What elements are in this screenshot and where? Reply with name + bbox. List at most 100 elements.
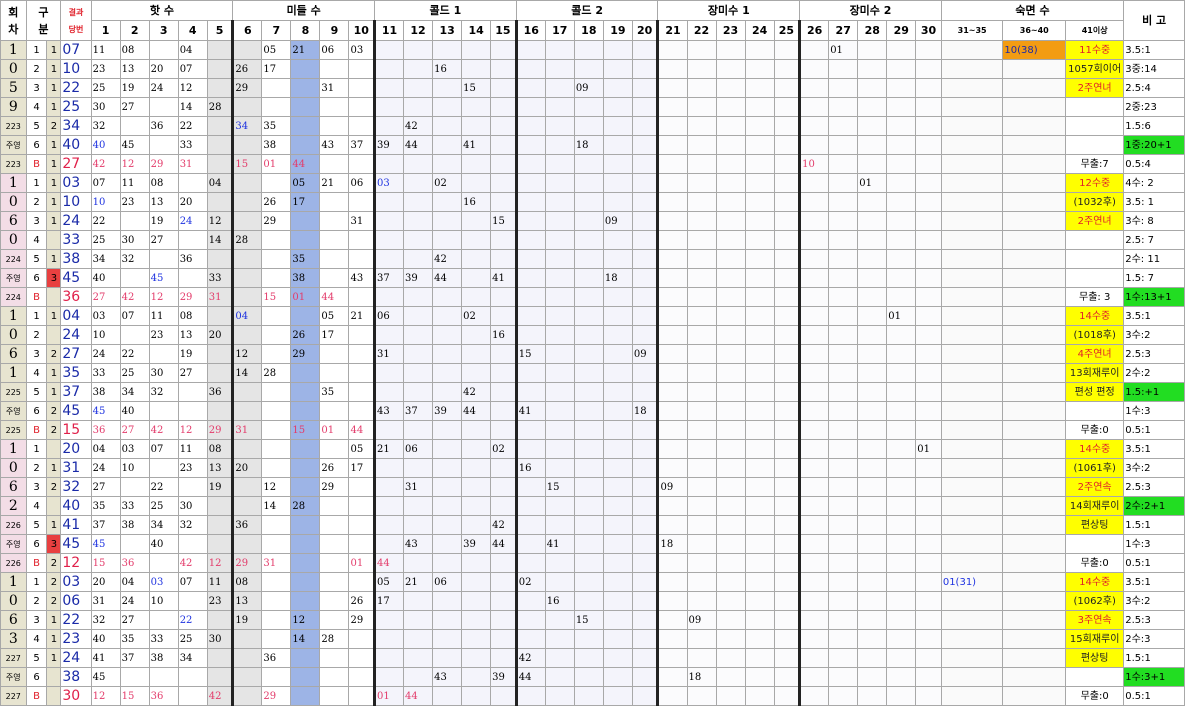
note-ratio: 3중:14: [1123, 59, 1185, 79]
sleep-range-36-40: [1002, 667, 1067, 687]
grid-cell-30: 01: [915, 439, 942, 459]
grid-cell-12: [403, 496, 434, 516]
grid-cell-5: [206, 534, 235, 554]
grid-cell-9: [319, 230, 350, 250]
header-number-14: 14: [461, 20, 492, 41]
grid-cell-10: [348, 325, 376, 345]
grid-cell-29: [886, 477, 917, 497]
category-code: 1: [46, 610, 62, 630]
category-code: 1: [46, 78, 62, 98]
grid-cell-25: [773, 420, 802, 440]
grid-cell-2: 10: [119, 458, 150, 478]
grid-cell-26: [799, 572, 830, 592]
grid-cell-16: [515, 610, 546, 630]
grid-cell-16: 02: [515, 572, 546, 592]
grid-cell-3: [148, 610, 179, 630]
position-index: 3: [25, 344, 48, 364]
grid-cell-24: [744, 420, 775, 440]
grid-cell-9: [319, 59, 350, 79]
grid-cell-1: 32: [90, 116, 121, 136]
position-index: 2: [25, 325, 48, 345]
grid-cell-4: 42: [177, 553, 208, 573]
position-index: 4: [25, 496, 48, 516]
position-index: B: [25, 553, 48, 573]
table-row: 1 1 1 07 11 08 04 05 21 06 03 01 10(38) 11수중 3.5:1: [0, 40, 1185, 60]
grid-cell-5: 23: [206, 591, 235, 611]
grid-cell-22: [686, 40, 717, 60]
grid-cell-17: [544, 116, 575, 136]
grid-cell-13: [432, 325, 463, 345]
grid-cell-16: 42: [515, 648, 546, 668]
sleep-range-36-40: [1002, 154, 1067, 174]
sleep-range-31-35: [940, 344, 1004, 364]
grid-cell-26: [799, 344, 830, 364]
grid-cell-1: 24: [90, 458, 121, 478]
grid-cell-27: [828, 230, 859, 250]
round-side-label: 3: [0, 629, 27, 649]
grid-cell-15: [490, 249, 518, 269]
grid-cell-5: [206, 40, 235, 60]
grid-cell-25: [773, 686, 802, 706]
grid-cell-19: [602, 477, 633, 497]
grid-cell-28: [857, 97, 888, 117]
grid-cell-9: 26: [319, 458, 350, 478]
grid-cell-29: [886, 97, 917, 117]
grid-cell-29: [886, 686, 917, 706]
round-side-label: 0: [0, 458, 27, 478]
sleep-range-31-35: [940, 135, 1004, 155]
sleep-range-31-35: [940, 553, 1004, 573]
grid-cell-23: [715, 211, 746, 231]
grid-cell-28: [857, 648, 888, 668]
grid-cell-8: [290, 135, 321, 155]
grid-cell-21: [657, 648, 688, 668]
grid-cell-24: [744, 363, 775, 383]
grid-cell-19: [602, 572, 633, 592]
grid-cell-12: [403, 648, 434, 668]
grid-cell-9: 44: [319, 287, 350, 307]
grid-cell-17: [544, 420, 575, 440]
table-row: 주영 6 2 45 45 40 43 37 39 44 41 18 1수:3: [0, 401, 1185, 421]
grid-cell-18: [573, 401, 604, 421]
grid-cell-17: [544, 572, 575, 592]
grid-cell-25: [773, 401, 802, 421]
grid-cell-20: [631, 477, 660, 497]
grid-cell-1: 32: [90, 610, 121, 630]
grid-cell-20: [631, 591, 660, 611]
sleep-range-31-35: [940, 667, 1004, 687]
grid-cell-7: [261, 306, 292, 326]
winning-number: 34: [60, 116, 92, 136]
grid-cell-19: [602, 116, 633, 136]
grid-cell-21: [657, 192, 688, 212]
grid-cell-9: [319, 344, 350, 364]
grid-cell-12: [403, 515, 434, 535]
grid-cell-2: [119, 325, 150, 345]
grid-cell-24: [744, 230, 775, 250]
position-index: 5: [25, 515, 48, 535]
grid-cell-27: [828, 154, 859, 174]
grid-cell-22: [686, 496, 717, 516]
grid-cell-3: [148, 135, 179, 155]
winning-number: 38: [60, 667, 92, 687]
grid-cell-5: [206, 249, 235, 269]
grid-cell-27: [828, 515, 859, 535]
grid-cell-14: [461, 249, 492, 269]
grid-cell-13: 06: [432, 572, 463, 592]
grid-cell-22: [686, 534, 717, 554]
grid-cell-13: [432, 591, 463, 611]
grid-cell-9: [319, 572, 350, 592]
sleep-range-36-40: [1002, 135, 1067, 155]
grid-cell-29: [886, 629, 917, 649]
grid-cell-20: [631, 287, 660, 307]
grid-cell-24: [744, 610, 775, 630]
grid-cell-7: 17: [261, 59, 292, 79]
grid-cell-16: [515, 363, 546, 383]
grid-cell-8: [290, 572, 321, 592]
grid-cell-2: 40: [119, 401, 150, 421]
grid-cell-16: [515, 287, 546, 307]
sleep-range-36-40: [1002, 287, 1067, 307]
grid-cell-12: [403, 230, 434, 250]
grid-cell-18: [573, 553, 604, 573]
grid-cell-13: [432, 515, 463, 535]
grid-cell-18: [573, 458, 604, 478]
grid-cell-20: [631, 458, 660, 478]
